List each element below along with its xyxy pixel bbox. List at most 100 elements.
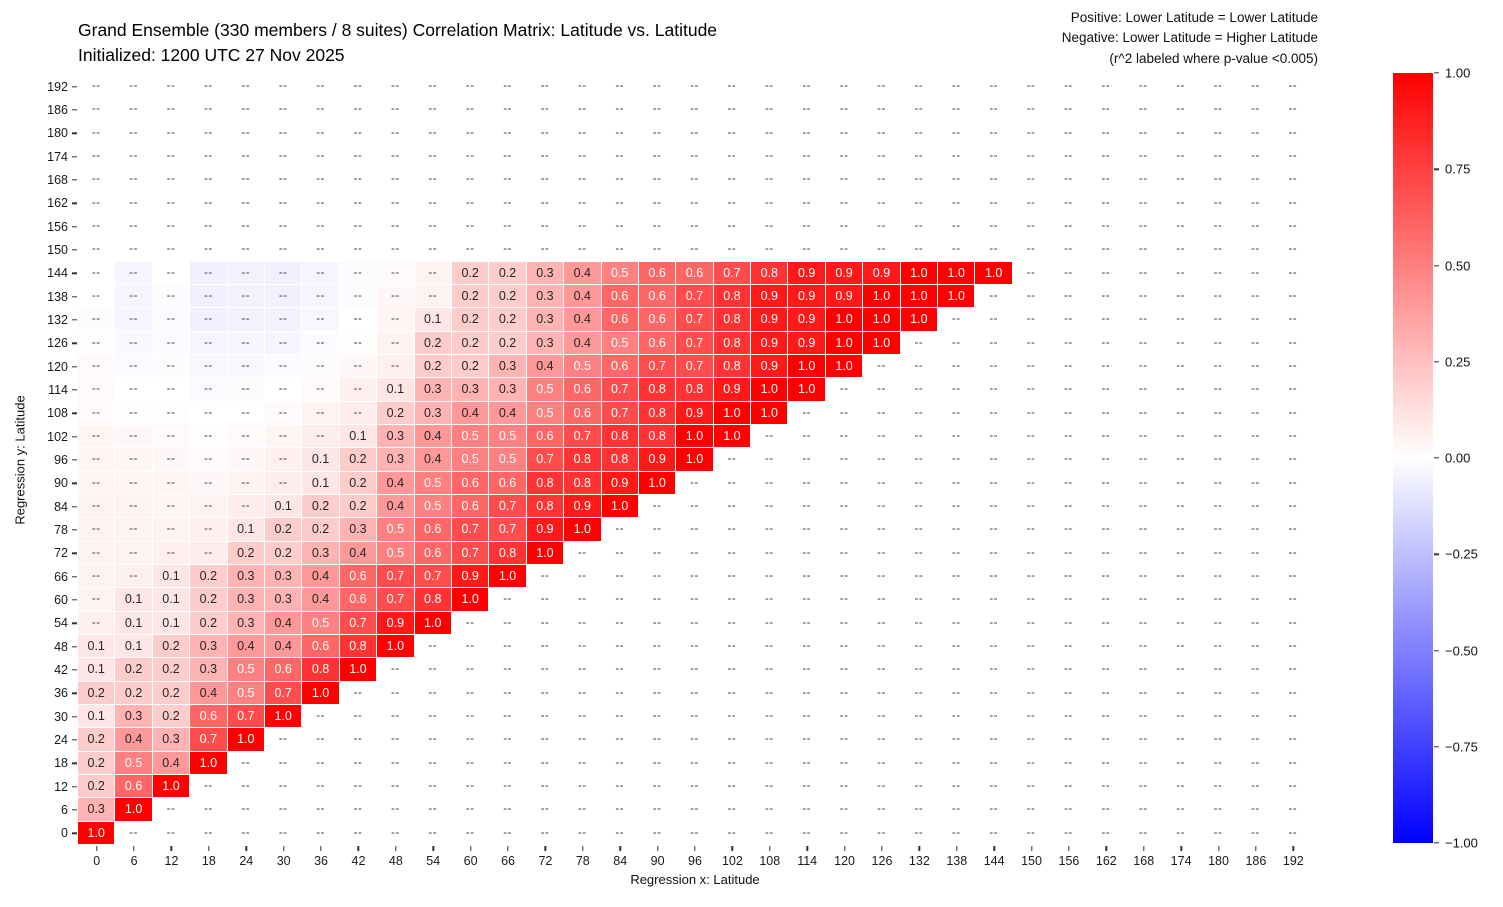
heatmap-cell: -- bbox=[900, 728, 939, 752]
heatmap-cell: -- bbox=[975, 588, 1013, 612]
y-tick-mark bbox=[72, 179, 77, 181]
heatmap-cell: -- bbox=[1050, 751, 1088, 775]
heatmap-cell: -- bbox=[788, 705, 826, 729]
heatmap-cell: -- bbox=[938, 728, 976, 752]
heatmap-cell: -- bbox=[78, 518, 116, 542]
heatmap-cell: -- bbox=[339, 145, 378, 169]
heatmap-cell: -- bbox=[78, 308, 116, 332]
heatmap-cell: -- bbox=[526, 728, 565, 752]
heatmap-cell: -- bbox=[676, 215, 714, 239]
y-axis-label: Regression y: Latitude bbox=[12, 395, 28, 525]
heatmap-cell: -- bbox=[938, 565, 976, 589]
heatmap-cell: -- bbox=[900, 611, 939, 635]
heatmap-cell: -- bbox=[1012, 285, 1051, 309]
heatmap-cell: -- bbox=[825, 98, 864, 122]
heatmap-cell: -- bbox=[414, 821, 452, 845]
heatmap-cell: 0.3 bbox=[414, 401, 452, 425]
heatmap-cell: 0.8 bbox=[564, 448, 602, 472]
heatmap-cell: -- bbox=[938, 168, 976, 192]
heatmap-cell: -- bbox=[1162, 751, 1200, 775]
heatmap-cell: -- bbox=[526, 75, 565, 99]
heatmap-cell: 1.0 bbox=[863, 285, 901, 309]
heatmap-cell: -- bbox=[1237, 145, 1275, 169]
heatmap-cell: -- bbox=[788, 821, 826, 845]
y-tick-mark bbox=[72, 692, 77, 695]
heatmap-cell: -- bbox=[1050, 401, 1088, 425]
heatmap-cell: -- bbox=[938, 98, 976, 122]
heatmap-cell: -- bbox=[227, 145, 265, 169]
heatmap-cell: -- bbox=[863, 471, 901, 495]
heatmap-cell: -- bbox=[1125, 705, 1163, 729]
heatmap-cell: -- bbox=[190, 285, 228, 309]
x-tick-label: 54 bbox=[426, 854, 441, 868]
heatmap-cell: -- bbox=[713, 121, 752, 145]
heatmap-cell: -- bbox=[863, 215, 901, 239]
heatmap-cell: -- bbox=[78, 611, 116, 635]
heatmap-cell: 0.5 bbox=[227, 681, 265, 705]
heatmap-cell: -- bbox=[78, 355, 116, 379]
heatmap-cell: -- bbox=[1162, 355, 1200, 379]
heatmap-cell: -- bbox=[1050, 308, 1088, 332]
heatmap-cell: -- bbox=[152, 168, 191, 192]
y-tick-label: 6 bbox=[61, 803, 68, 817]
y-tick-label: 168 bbox=[47, 173, 68, 187]
heatmap-cell: -- bbox=[751, 191, 789, 215]
heatmap-cell: -- bbox=[713, 541, 752, 565]
heatmap-cell: 1.0 bbox=[414, 611, 452, 635]
heatmap-cell: -- bbox=[1199, 705, 1238, 729]
heatmap-cell: 0.7 bbox=[227, 705, 265, 729]
heatmap-cell: 0.4 bbox=[414, 448, 452, 472]
heatmap-cell: -- bbox=[78, 448, 116, 472]
heatmap-cell: 0.5 bbox=[601, 331, 639, 355]
heatmap-cell: -- bbox=[825, 588, 864, 612]
heatmap-cell: -- bbox=[414, 145, 452, 169]
heatmap-cell: -- bbox=[938, 541, 976, 565]
heatmap-cell: -- bbox=[713, 518, 752, 542]
heatmap-cell: -- bbox=[1125, 401, 1163, 425]
heatmap-cell: -- bbox=[863, 635, 901, 659]
heatmap-cell: 0.7 bbox=[676, 331, 714, 355]
heatmap-cell: -- bbox=[1199, 471, 1238, 495]
heatmap-cell: -- bbox=[78, 98, 116, 122]
heatmap-cell: -- bbox=[1274, 588, 1312, 612]
heatmap-cell: 0.6 bbox=[339, 588, 378, 612]
heatmap-cell: -- bbox=[900, 425, 939, 449]
heatmap-cell: -- bbox=[788, 145, 826, 169]
heatmap-cell: 0.6 bbox=[339, 565, 378, 589]
heatmap-cell: -- bbox=[900, 495, 939, 519]
heatmap-cell: -- bbox=[115, 168, 153, 192]
heatmap-cell: -- bbox=[377, 728, 415, 752]
heatmap-cell: -- bbox=[302, 308, 340, 332]
heatmap-cell: -- bbox=[414, 681, 452, 705]
heatmap-cell: -- bbox=[938, 518, 976, 542]
heatmap-cell: -- bbox=[751, 98, 789, 122]
heatmap-cell: -- bbox=[1274, 145, 1312, 169]
x-tick-mark bbox=[320, 846, 322, 851]
y-tick-mark bbox=[72, 762, 77, 765]
heatmap-cell: -- bbox=[863, 728, 901, 752]
heatmap-cell: 0.2 bbox=[489, 331, 527, 355]
heatmap-cell: -- bbox=[975, 728, 1013, 752]
heatmap-cell: -- bbox=[1012, 448, 1051, 472]
heatmap-cell: -- bbox=[1012, 635, 1051, 659]
heatmap-cell: -- bbox=[1012, 588, 1051, 612]
heatmap-cell: -- bbox=[863, 401, 901, 425]
colorbar-gradient bbox=[1393, 73, 1433, 843]
heatmap-cell: 0.2 bbox=[451, 355, 490, 379]
heatmap-cell: -- bbox=[863, 378, 901, 402]
heatmap-cell: -- bbox=[1012, 238, 1051, 262]
heatmap-cell: -- bbox=[1012, 705, 1051, 729]
heatmap-cell: 0.7 bbox=[451, 518, 490, 542]
heatmap-cell: -- bbox=[1162, 681, 1200, 705]
heatmap-cell: -- bbox=[451, 191, 490, 215]
heatmap-cell: -- bbox=[938, 751, 976, 775]
heatmap-cell: -- bbox=[564, 565, 602, 589]
heatmap-cell: -- bbox=[975, 355, 1013, 379]
heatmap-cell: -- bbox=[601, 681, 639, 705]
heatmap-cell: 0.2 bbox=[489, 261, 527, 285]
heatmap-cell: 0.7 bbox=[414, 565, 452, 589]
heatmap-cell: 1.0 bbox=[900, 285, 939, 309]
heatmap-cell: -- bbox=[414, 635, 452, 659]
heatmap-cell: -- bbox=[1125, 798, 1163, 822]
heatmap-cell: 0.5 bbox=[451, 425, 490, 449]
